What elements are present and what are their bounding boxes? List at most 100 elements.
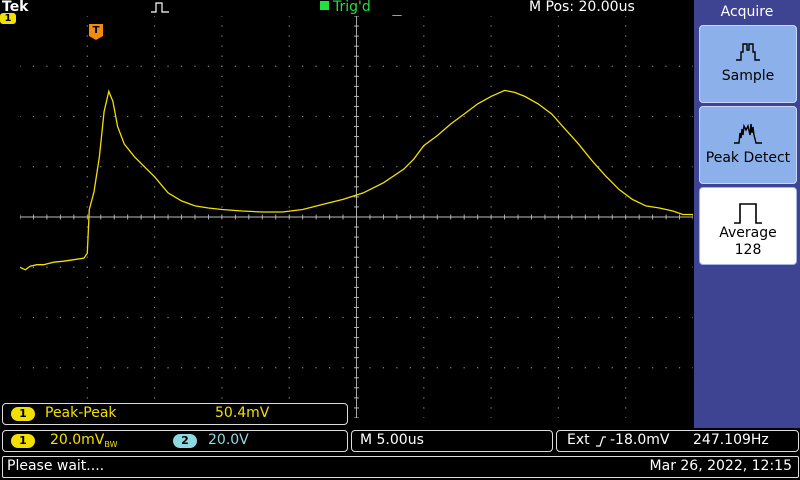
graticule-dot	[275, 266, 277, 268]
graticule-dot	[86, 35, 88, 37]
sample-mode-button[interactable]: Sample	[699, 25, 797, 103]
graticule-dot	[652, 115, 654, 118]
graticule-dot	[450, 115, 452, 118]
graticule-dot	[544, 115, 546, 118]
graticule-dot	[86, 25, 88, 27]
graticule-dot	[477, 266, 479, 268]
graticule-dot	[625, 286, 627, 288]
graticule-dot	[194, 65, 196, 67]
graticule-dot	[180, 166, 183, 168]
graticule-dot	[261, 65, 263, 67]
graticule-dot	[154, 296, 156, 298]
graticule-dot	[221, 176, 223, 178]
graticule-dot	[127, 367, 129, 369]
trigger-readout-box[interactable]: Ext -18.0mV 247.109Hz	[556, 430, 799, 452]
graticule-dot	[625, 407, 627, 409]
waveform-display[interactable]	[20, 16, 693, 418]
graticule-dot	[154, 347, 156, 349]
graticule-dot	[692, 266, 693, 268]
graticule-dot	[221, 95, 223, 97]
graticule-dot	[625, 95, 627, 97]
graticule-dot	[423, 136, 425, 138]
graticule-dot	[86, 337, 88, 339]
graticule-dot	[530, 166, 533, 168]
graticule-dot	[342, 65, 344, 67]
graticule-dot	[221, 397, 223, 399]
message-bar: Please wait.... Mar 26, 2022, 12:15	[2, 456, 799, 478]
graticule-dot	[665, 65, 667, 67]
ch1-level-marker: 1	[0, 13, 16, 24]
graticule-dot	[652, 367, 654, 369]
graticule-dot	[154, 35, 156, 37]
graticule-dot	[544, 266, 546, 268]
graticule-dot	[221, 85, 223, 87]
graticule-dot	[221, 115, 223, 118]
graticule-dot	[86, 85, 88, 87]
graticule-dot	[140, 316, 142, 319]
graticule-dot	[611, 367, 613, 369]
graticule-dot	[503, 65, 506, 67]
graticule-dot	[154, 256, 156, 258]
graticule-dot	[288, 196, 290, 198]
graticule-dot	[423, 125, 425, 128]
graticule-dot	[288, 105, 290, 108]
peak-detect-mode-label: Peak Detect	[705, 150, 791, 166]
graticule-dot	[221, 156, 223, 158]
graticule-dot	[167, 65, 169, 67]
graticule-dot	[100, 316, 102, 319]
graticule-dot	[288, 357, 290, 359]
peak-detect-mode-button[interactable]: Peak Detect	[699, 106, 797, 184]
channel-scales-box[interactable]: 1 20.0mVBW 2 20.0V	[2, 430, 348, 452]
graticule-dot	[261, 266, 263, 268]
graticule-dot	[154, 266, 156, 268]
graticule-dot	[423, 35, 425, 37]
graticule-dot	[288, 186, 290, 188]
graticule-dot	[652, 166, 654, 168]
graticule-dot	[86, 367, 88, 369]
graticule-dot	[625, 326, 627, 329]
graticule-dot	[625, 367, 627, 369]
graticule-dot	[32, 65, 35, 67]
graticule-dot	[436, 65, 438, 67]
date-time: Mar 26, 2022, 12:15	[649, 458, 792, 474]
measurement-readout[interactable]: 1 Peak-Peak 50.4mV	[2, 403, 348, 425]
graticule-dot	[167, 166, 169, 168]
trigger-time-marker[interactable]: T	[89, 24, 103, 40]
graticule-dot	[86, 306, 88, 309]
graticule-dot	[423, 417, 425, 418]
graticule-dot	[463, 166, 465, 168]
graticule-dot	[113, 367, 115, 369]
graticule-dot	[490, 316, 492, 319]
graticule-dot	[530, 266, 533, 268]
graticule-dot	[436, 367, 438, 369]
graticule-dot	[275, 115, 277, 118]
graticule-dot	[423, 387, 425, 389]
graticule-dot	[477, 367, 479, 369]
graticule-dot	[221, 326, 223, 329]
graticule-dot	[625, 246, 627, 248]
graticule-dot	[409, 367, 411, 369]
graticule-dot	[382, 166, 385, 168]
timebase-box[interactable]: M 5.00us	[351, 430, 553, 452]
graticule-dot	[530, 65, 533, 67]
graticule-dot	[382, 316, 385, 319]
graticule-dot	[665, 266, 667, 268]
graticule-dot	[625, 45, 627, 47]
graticule-dot	[234, 266, 236, 268]
graticule-dot	[423, 166, 425, 168]
graticule-dot	[557, 65, 559, 67]
graticule-dot	[584, 166, 586, 168]
graticule-dot	[490, 357, 492, 359]
graticule-dot	[86, 115, 88, 118]
graticule-dot	[207, 266, 210, 268]
graticule-dot	[127, 65, 129, 67]
graticule-dot	[328, 316, 331, 319]
graticule-dot	[571, 367, 573, 369]
average-mode-button[interactable]: Average 128	[699, 187, 797, 265]
graticule-dot	[423, 316, 425, 319]
graticule-dot	[625, 125, 627, 128]
graticule-dot	[221, 256, 223, 258]
graticule-dot	[288, 256, 290, 258]
graticule-dot	[423, 16, 425, 17]
graticule-dot	[180, 266, 183, 268]
